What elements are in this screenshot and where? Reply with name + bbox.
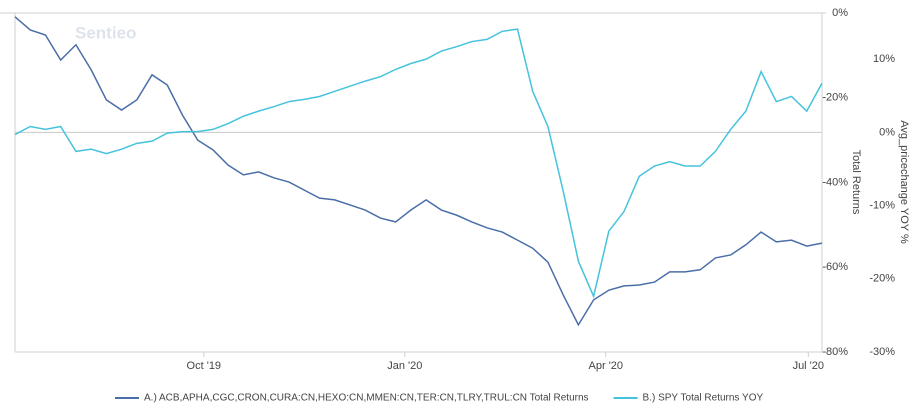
- y2-tick-label: 10%: [873, 53, 895, 65]
- legend-label: B.) SPY Total Returns YOY: [643, 393, 764, 404]
- x-tick-label: Jul '20: [793, 360, 824, 372]
- y2-tick-label: -20%: [869, 273, 895, 285]
- y-axis-title: Total Returns: [850, 150, 862, 215]
- y-tick-label: 0%: [832, 7, 848, 19]
- y-tick-label: -20%: [822, 92, 848, 104]
- y-tick-label: -40%: [822, 176, 848, 188]
- y2-tick-label: 0%: [879, 126, 895, 138]
- y2-tick-label: -30%: [869, 346, 895, 358]
- x-tick-label: Oct '19: [187, 360, 222, 372]
- y-tick-label: -60%: [822, 261, 848, 273]
- x-tick-label: Apr '20: [589, 360, 624, 372]
- y-tick-label: -80%: [822, 346, 848, 358]
- legend-label: A.) ACB,APHA,CGC,CRON,CURA:CN,HEXO:CN,MM…: [144, 393, 589, 404]
- series-line: [14, 28, 823, 299]
- y2-tick-label: -10%: [869, 199, 895, 211]
- watermark: Sentieo: [75, 23, 136, 42]
- x-tick-label: Jan '20: [387, 360, 422, 372]
- y2-axis-title: Avg_pricechange YOY %: [898, 120, 910, 244]
- series-line: [14, 16, 823, 327]
